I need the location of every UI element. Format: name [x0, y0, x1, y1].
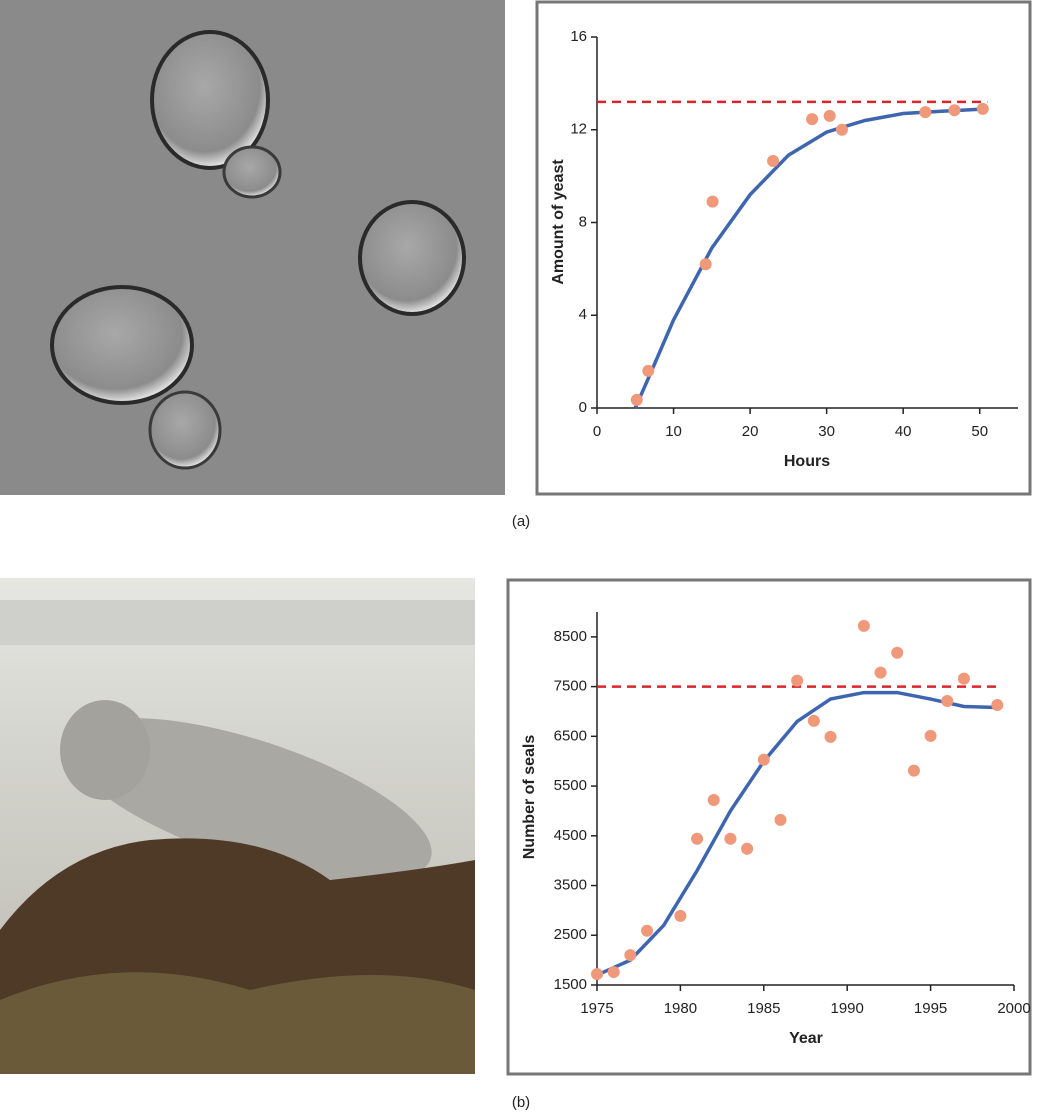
data-point — [591, 968, 603, 981]
data-point — [699, 258, 712, 271]
fit-curve — [633, 107, 988, 409]
x-tick-label: 1980 — [664, 1000, 697, 1017]
x-tick-label: 1990 — [831, 1000, 864, 1017]
data-point — [707, 793, 720, 806]
data-point — [674, 909, 687, 922]
y-tick-label: 12 — [570, 121, 587, 138]
data-point — [630, 393, 643, 406]
x-tick-label: 2000 — [997, 1000, 1030, 1017]
data-point — [857, 619, 870, 632]
x-tick-label: 1975 — [580, 1000, 613, 1017]
data-point — [991, 699, 1004, 712]
y-tick-label: 8 — [579, 213, 587, 230]
chart-frame — [535, 0, 1032, 496]
x-tick-label: 1985 — [747, 1000, 780, 1017]
fit-curve — [596, 690, 998, 977]
x-tick-label: 1995 — [914, 1000, 947, 1017]
y-tick-label: 4 — [579, 306, 587, 323]
data-point — [941, 695, 954, 708]
y-tick-label: 7500 — [554, 678, 587, 695]
y-axis-title: Amount of yeast — [550, 159, 567, 285]
data-point — [774, 813, 787, 826]
data-point — [976, 102, 989, 115]
data-point — [807, 714, 820, 727]
y-tick-label: 1500 — [554, 976, 587, 993]
y-axis-title: Number of seals — [521, 735, 538, 860]
data-point — [891, 646, 904, 659]
data-point — [607, 966, 620, 979]
data-point — [706, 195, 719, 208]
panel-label: (b) — [512, 1094, 530, 1111]
data-point — [835, 123, 848, 136]
yeast-photo — [0, 0, 505, 495]
panel-label: (a) — [512, 513, 530, 530]
y-tick-label: 3500 — [554, 877, 587, 894]
data-point — [924, 729, 937, 742]
x-axis-title: Hours — [784, 453, 830, 470]
data-point — [724, 832, 737, 845]
data-point — [767, 155, 780, 168]
data-point — [907, 764, 920, 777]
data-point — [919, 106, 932, 119]
y-tick-label: 4500 — [554, 827, 587, 844]
y-tick-label: 5500 — [554, 777, 587, 794]
x-tick-label: 0 — [593, 423, 601, 440]
x-axis-title: Year — [789, 1030, 823, 1047]
data-point — [823, 109, 836, 122]
data-point — [691, 832, 704, 845]
data-point — [874, 666, 887, 679]
data-point — [791, 674, 804, 687]
data-point — [757, 753, 770, 766]
y-tick-label: 0 — [579, 399, 587, 416]
x-tick-label: 10 — [665, 423, 682, 440]
data-point — [741, 842, 754, 855]
x-tick-label: 50 — [971, 423, 988, 440]
x-tick-label: 30 — [818, 423, 835, 440]
y-tick-label: 16 — [570, 28, 587, 45]
x-tick-label: 40 — [895, 423, 912, 440]
data-point — [624, 949, 637, 962]
x-tick-label: 20 — [742, 423, 759, 440]
data-point — [824, 730, 837, 743]
y-tick-label: 2500 — [554, 926, 587, 943]
data-point — [641, 924, 654, 937]
data-point — [642, 364, 655, 377]
data-point — [806, 113, 819, 126]
data-point — [948, 104, 961, 117]
y-tick-label: 6500 — [554, 727, 587, 744]
data-point — [957, 672, 970, 685]
y-tick-label: 8500 — [554, 628, 587, 645]
seal-photo — [0, 578, 475, 1074]
chart-frame — [506, 578, 1032, 1076]
